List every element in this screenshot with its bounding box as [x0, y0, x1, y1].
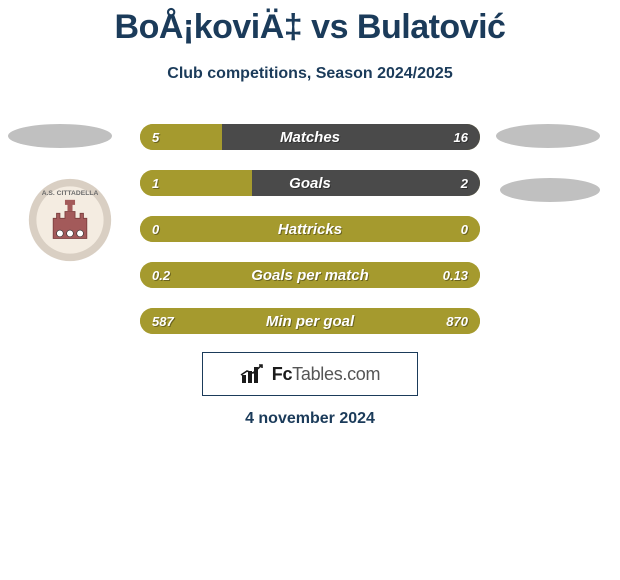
fctables-logo-text: FcTables.com: [272, 364, 380, 385]
stat-bar-left: [140, 262, 480, 288]
player-right-logo-placeholder-2: [500, 178, 600, 202]
svg-text:A.S. CITTADELLA: A.S. CITTADELLA: [42, 190, 99, 197]
player-right-logo-placeholder: [496, 124, 600, 148]
stat-bar-left: [140, 170, 252, 196]
date-text: 4 november 2024: [0, 410, 620, 428]
stats-bars: Matches516 Goals12 Hattricks00 Goals per ma…: [140, 124, 480, 354]
stat-row-goals-per-match: Goals per match0.20.13: [140, 262, 480, 288]
page-title: BoÅ¡koviÄ‡ vs Bulatović: [0, 0, 620, 47]
stat-bar-left: [140, 308, 480, 334]
stat-row-matches: Matches516: [140, 124, 480, 150]
stat-bar-right: [222, 124, 480, 150]
player-left-logo-placeholder: [8, 124, 112, 148]
stat-row-hattricks: Hattricks00: [140, 216, 480, 242]
bar-chart-icon: [240, 363, 266, 385]
stat-row-min-per-goal: Min per goal587870: [140, 308, 480, 334]
stat-bar-left: [140, 216, 480, 242]
fctables-logo-box: FcTables.com: [202, 352, 418, 396]
club-badge: A.S. CITTADELLA: [28, 178, 112, 262]
stat-bar-right: [252, 170, 480, 196]
stat-bar-left: [140, 124, 222, 150]
subtitle: Club competitions, Season 2024/2025: [0, 65, 620, 83]
club-badge-svg: A.S. CITTADELLA: [28, 178, 112, 262]
stat-row-goals: Goals12: [140, 170, 480, 196]
